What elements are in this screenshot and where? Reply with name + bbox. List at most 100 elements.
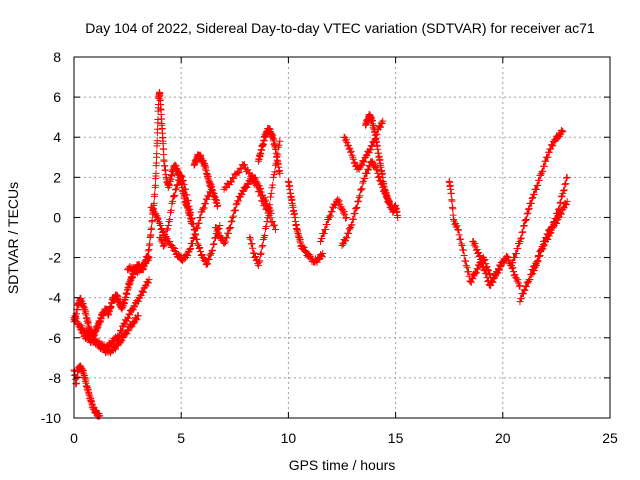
data-point: [76, 321, 84, 329]
data-point: [511, 254, 519, 262]
sat-trace-17: [362, 110, 387, 181]
data-point: [359, 177, 367, 185]
data-point: [230, 174, 238, 182]
data-point: [134, 298, 142, 306]
data-point: [223, 234, 231, 242]
data-point: [522, 216, 530, 224]
data-point: [124, 327, 132, 335]
chart-title: Day 104 of 2022, Sidereal Day-to-day VTE…: [85, 20, 595, 36]
data-point: [266, 208, 274, 216]
y-tick-label: -2: [49, 250, 62, 266]
data-point: [252, 181, 260, 189]
data-point: [200, 204, 208, 212]
data-point: [300, 244, 308, 252]
data-point: [155, 218, 163, 226]
data-point: [228, 178, 236, 186]
data-point: [476, 252, 484, 260]
data-point: [481, 266, 489, 274]
y-axis-label: SDTVAR / TECUs: [5, 182, 21, 294]
data-point: [190, 225, 198, 233]
data-point: [243, 183, 251, 191]
data-point: [549, 223, 557, 231]
data-point: [539, 167, 547, 175]
data-point: [148, 203, 156, 211]
data-point: [342, 213, 350, 221]
data-point: [517, 295, 525, 303]
data-point: [144, 247, 152, 255]
data-point: [454, 225, 462, 233]
data-point: [517, 234, 525, 242]
data-point: [224, 229, 232, 237]
data-point: [222, 238, 230, 246]
data-point: [515, 282, 523, 290]
data-point: [208, 247, 216, 255]
data-point: [210, 240, 218, 248]
data-point: [351, 158, 359, 166]
data-point: [373, 165, 381, 173]
x-axis-label: GPS time / hours: [289, 457, 396, 473]
data-point: [354, 197, 362, 205]
data-point: [449, 205, 457, 213]
data-point: [162, 232, 170, 240]
data-point: [225, 225, 233, 233]
data-point: [157, 237, 165, 245]
data-point: [355, 193, 363, 201]
data-point: [214, 201, 222, 209]
data-point: [156, 221, 164, 229]
x-tick-label: 5: [177, 430, 185, 446]
data-point: [454, 226, 462, 234]
data-point: [270, 221, 278, 229]
data-point: [352, 205, 360, 213]
data-point: [202, 261, 210, 269]
data-point: [172, 185, 180, 193]
data-point: [367, 146, 375, 154]
data-point: [216, 221, 224, 229]
axis-ticks: [73, 56, 611, 419]
y-tick-label: 6: [53, 89, 61, 105]
data-point: [194, 240, 202, 248]
data-point: [524, 209, 532, 217]
data-point: [77, 326, 85, 334]
data-point: [372, 162, 380, 170]
data-point: [253, 183, 261, 191]
data-point: [227, 223, 235, 231]
data-point: [249, 249, 257, 257]
data-point: [537, 246, 545, 254]
data-point: [457, 235, 465, 243]
data-point: [244, 180, 252, 188]
data-point: [186, 245, 194, 253]
data-point: [317, 238, 325, 246]
data-point: [328, 208, 336, 216]
data-point: [489, 278, 497, 286]
data-point: [186, 209, 194, 217]
y-tick-label: -8: [49, 370, 62, 386]
data-point: [176, 172, 184, 180]
data-point: [344, 229, 352, 237]
data-point: [510, 268, 518, 276]
data-point: [482, 270, 490, 278]
data-point: [262, 196, 270, 204]
y-tick-label: -6: [49, 330, 62, 346]
data-point: [521, 217, 529, 225]
data-point: [171, 245, 179, 253]
data-point: [261, 231, 269, 239]
data-point: [248, 171, 256, 179]
data-point: [488, 278, 496, 286]
data-point: [507, 262, 515, 270]
data-point: [260, 202, 268, 210]
data-point: [342, 237, 350, 245]
data-point: [207, 251, 215, 259]
data-point: [560, 186, 568, 194]
data-point: [504, 253, 512, 261]
data-point: [267, 193, 275, 201]
data-point: [474, 265, 482, 273]
data-point: [520, 221, 528, 229]
data-point: [214, 225, 222, 233]
data-point: [478, 260, 486, 268]
data-point: [198, 251, 206, 259]
data-point: [527, 199, 535, 207]
data-point: [227, 177, 235, 185]
data-point: [185, 202, 193, 210]
data-point: [550, 217, 558, 225]
